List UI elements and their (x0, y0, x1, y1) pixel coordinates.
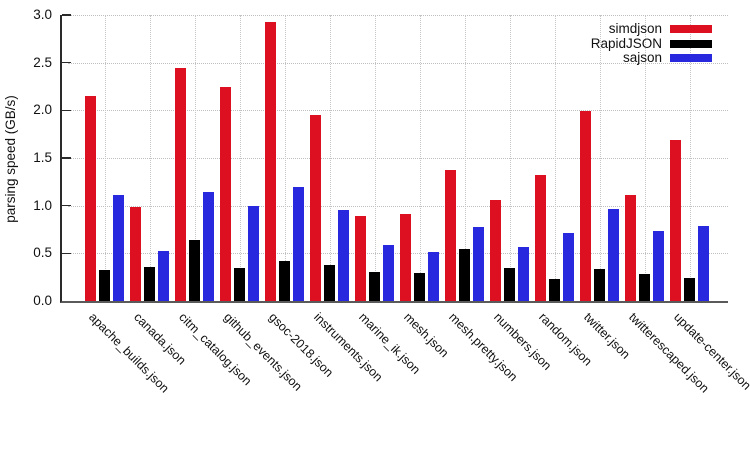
RapidJSON-bar (594, 268, 605, 301)
y-tick-label: 0.0 (33, 293, 52, 308)
plot-area (60, 14, 728, 303)
x-gridline (509, 15, 511, 301)
y-gridline (68, 158, 728, 159)
y-tick-label: 3.0 (33, 7, 52, 22)
y-tick-mark (62, 109, 71, 112)
RapidJSON-bar (414, 273, 425, 301)
RapidJSON-bar (549, 279, 560, 301)
y-gridline (68, 62, 728, 64)
simdjson-bar (670, 139, 681, 301)
legend-label: sajson (622, 50, 662, 65)
sajson-bar (563, 233, 574, 301)
simdjson-bar (220, 86, 231, 301)
sajson-bar (473, 226, 484, 301)
simdjson-bar (490, 199, 501, 301)
RapidJSON-bar (99, 269, 110, 301)
x-gridline (419, 15, 421, 301)
sajson-bar (248, 205, 259, 301)
legend-swatch (670, 25, 712, 34)
simdjson-bar (625, 195, 636, 301)
y-tick-label: 1.0 (33, 197, 52, 213)
sajson-bar (518, 246, 529, 301)
x-gridline (374, 15, 376, 301)
sajson-bar (383, 244, 394, 301)
sajson-bar (428, 252, 439, 301)
sajson-bar (113, 195, 124, 301)
legend-row: RapidJSON (590, 35, 712, 52)
x-tick-label: github_events.json (220, 310, 305, 394)
legend-label: simdjson (608, 21, 662, 36)
RapidJSON-bar (459, 248, 470, 301)
RapidJSON-bar (279, 260, 290, 301)
x-tick-label: twitterescaped.json (625, 310, 712, 396)
RapidJSON-bar (639, 274, 650, 301)
legend-label: RapidJSON (590, 35, 662, 51)
RapidJSON-bar (234, 267, 245, 301)
RapidJSON-bar (324, 264, 335, 301)
sajson-bar (653, 231, 664, 301)
RapidJSON-bar (684, 278, 695, 301)
sajson-bar (698, 225, 709, 301)
simdjson-bar (310, 115, 321, 301)
y-tick-mark (62, 252, 71, 255)
simdjson-bar (580, 111, 591, 301)
y-gridline (68, 205, 728, 207)
legend-swatch (670, 39, 712, 48)
x-gridline (689, 15, 691, 301)
x-gridline (239, 15, 241, 301)
y-tick-mark (62, 14, 71, 16)
y-gridline (68, 253, 728, 255)
x-gridline (104, 15, 106, 301)
RapidJSON-bar (189, 240, 200, 301)
y-tick-mark (62, 157, 71, 159)
legend-row: sajson (591, 50, 712, 66)
y-tick-label: 2.0 (33, 102, 52, 118)
simdjson-bar (85, 96, 96, 301)
simdjson-bar (265, 21, 276, 301)
RapidJSON-bar (504, 267, 515, 301)
sajson-bar (608, 209, 619, 301)
y-gridline (68, 110, 728, 112)
sajson-bar (293, 186, 304, 301)
x-gridline (194, 15, 196, 301)
simdjson-bar (175, 68, 186, 301)
RapidJSON-bar (144, 266, 155, 301)
sajson-bar (203, 192, 214, 301)
simdjson-bar (400, 214, 411, 301)
y-tick-mark (62, 61, 71, 64)
sajson-bar (338, 210, 349, 301)
RapidJSON-bar (369, 272, 380, 301)
simdjson-bar (535, 175, 546, 301)
x-gridline (284, 15, 286, 301)
simdjson-bar (130, 206, 141, 301)
y-tick-mark (62, 204, 71, 207)
x-tick-label: update-center.json (670, 310, 750, 393)
y-tick-label: 2.5 (33, 54, 52, 70)
x-gridline (149, 15, 151, 301)
x-gridline (644, 15, 646, 301)
x-gridline (464, 15, 466, 301)
sajson-bar (158, 251, 169, 301)
y-gridline (68, 15, 728, 16)
legend: simdjson RapidJSON sajson (590, 21, 712, 66)
simdjson-bar (355, 216, 366, 301)
x-gridline (599, 15, 601, 301)
x-gridline (329, 15, 331, 301)
y-tick-label: 1.5 (33, 150, 52, 165)
y-tick-label: 0.5 (33, 245, 52, 261)
x-tick-label: apache_builds.json (85, 310, 172, 396)
simdjson-bar (445, 170, 456, 301)
legend-swatch (670, 54, 712, 63)
x-gridline (554, 15, 556, 301)
legend-row: simdjson (591, 21, 712, 37)
